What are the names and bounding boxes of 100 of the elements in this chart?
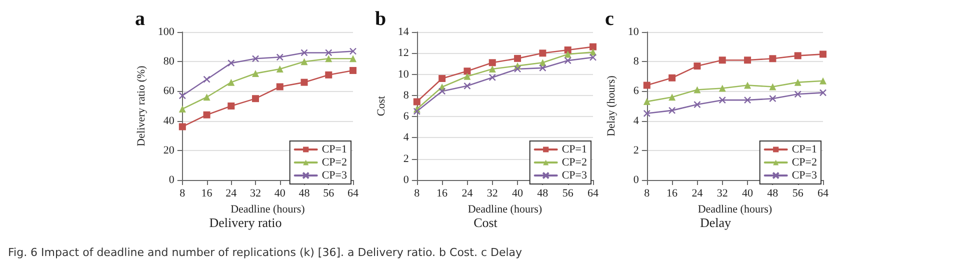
point (488, 74, 496, 82)
legend-label: CP=1 (792, 144, 818, 156)
x-tick-label: 64 (348, 188, 359, 200)
point (668, 94, 676, 101)
text: Delivery ratio (209, 215, 282, 230)
point (668, 106, 676, 114)
caption: Fig. 6 Impact of deadline and number of replications (k) [36]. a Delivery ratio. b Cost. c Delay (8, 246, 522, 259)
point (643, 98, 650, 106)
point (276, 54, 284, 61)
y-tick-label: 6 (633, 85, 640, 98)
point (769, 83, 776, 90)
y-tick-label: 0 (168, 174, 175, 186)
point (718, 56, 726, 64)
y-tick-label: 2 (403, 152, 409, 165)
point (325, 71, 332, 78)
chart-title: a (135, 8, 145, 30)
point (718, 96, 726, 104)
y-tick-label: 12 (398, 47, 409, 60)
x-tick-label: 8 (414, 188, 420, 200)
point (252, 70, 260, 77)
x-tick-label: 64 (818, 188, 829, 200)
point (668, 74, 676, 82)
point (694, 62, 701, 70)
point (590, 43, 596, 50)
point (203, 76, 210, 83)
legend-label: CP=1 (322, 144, 348, 156)
point (589, 54, 597, 61)
point (438, 88, 446, 95)
legend-label: CP=1 (562, 144, 588, 156)
point (464, 82, 471, 90)
x-tick-label: 24 (692, 188, 704, 200)
point (203, 111, 210, 118)
y-tick-label: 4 (633, 114, 640, 127)
point (819, 89, 827, 96)
point (300, 58, 308, 66)
y-tick-label: 40 (163, 114, 175, 127)
chart-title: b (375, 8, 386, 30)
x-tick-label: 64 (588, 188, 599, 200)
point (694, 86, 701, 94)
x-tick-label: 48 (537, 188, 549, 200)
point (718, 84, 726, 92)
point (178, 123, 186, 130)
point (514, 65, 522, 73)
point (228, 102, 235, 110)
x-tick-label: 48 (298, 188, 310, 200)
point (794, 78, 802, 86)
point (350, 55, 356, 62)
point (464, 72, 471, 80)
point (744, 56, 752, 64)
y-tick-label: 4 (403, 132, 410, 144)
point (325, 55, 332, 62)
x-tick-label: 56 (792, 188, 804, 200)
point (794, 90, 802, 98)
y-axis-title: Delay (hours) (606, 75, 618, 136)
x-tick-label: 16 (201, 188, 213, 200)
point (564, 56, 572, 64)
point (300, 78, 308, 86)
point (178, 105, 186, 112)
point (276, 66, 284, 72)
x-tick-label: 56 (323, 188, 335, 200)
chart-title: c (605, 8, 614, 30)
point (744, 96, 752, 104)
point (178, 92, 186, 100)
legend-label: CP=2 (792, 156, 818, 168)
x-tick-label: 40 (512, 188, 524, 200)
point (228, 78, 235, 86)
y-tick-label: 0 (403, 174, 410, 186)
legend-label: CP=2 (562, 156, 588, 168)
x-tick-label: 24 (226, 188, 238, 200)
x-tick-label: 32 (250, 188, 262, 200)
y-tick-label: 2 (633, 144, 639, 156)
y-tick-label: 100 (158, 26, 175, 38)
point (228, 59, 235, 67)
y-axis-title: Delivery ratio (%) (136, 65, 148, 146)
y-tick-label: 8 (633, 56, 640, 68)
x-axis-title: Deadline (hours) (230, 203, 306, 216)
point (488, 59, 496, 66)
legend-label: CP=3 (562, 170, 588, 182)
point (744, 82, 752, 89)
y-tick-label: 14 (398, 26, 410, 38)
point (203, 94, 210, 101)
x-axis-title: Deadline (hours) (698, 203, 772, 216)
y-tick-label: 10 (628, 26, 640, 38)
x-tick-label: 40 (742, 188, 754, 200)
point (694, 100, 701, 108)
x-tick-label: 32 (716, 188, 728, 200)
point (643, 82, 650, 89)
point (252, 55, 260, 62)
point (252, 95, 260, 102)
y-tick-label: 8 (403, 89, 410, 102)
point (643, 110, 650, 117)
point (769, 55, 776, 62)
point (794, 52, 802, 60)
point (564, 46, 572, 54)
y-tick-label: 20 (163, 144, 175, 156)
point (564, 50, 572, 58)
point (300, 49, 308, 56)
x-axis-title: Deadline (hours) (468, 203, 542, 216)
point (276, 83, 284, 90)
point (539, 50, 546, 57)
